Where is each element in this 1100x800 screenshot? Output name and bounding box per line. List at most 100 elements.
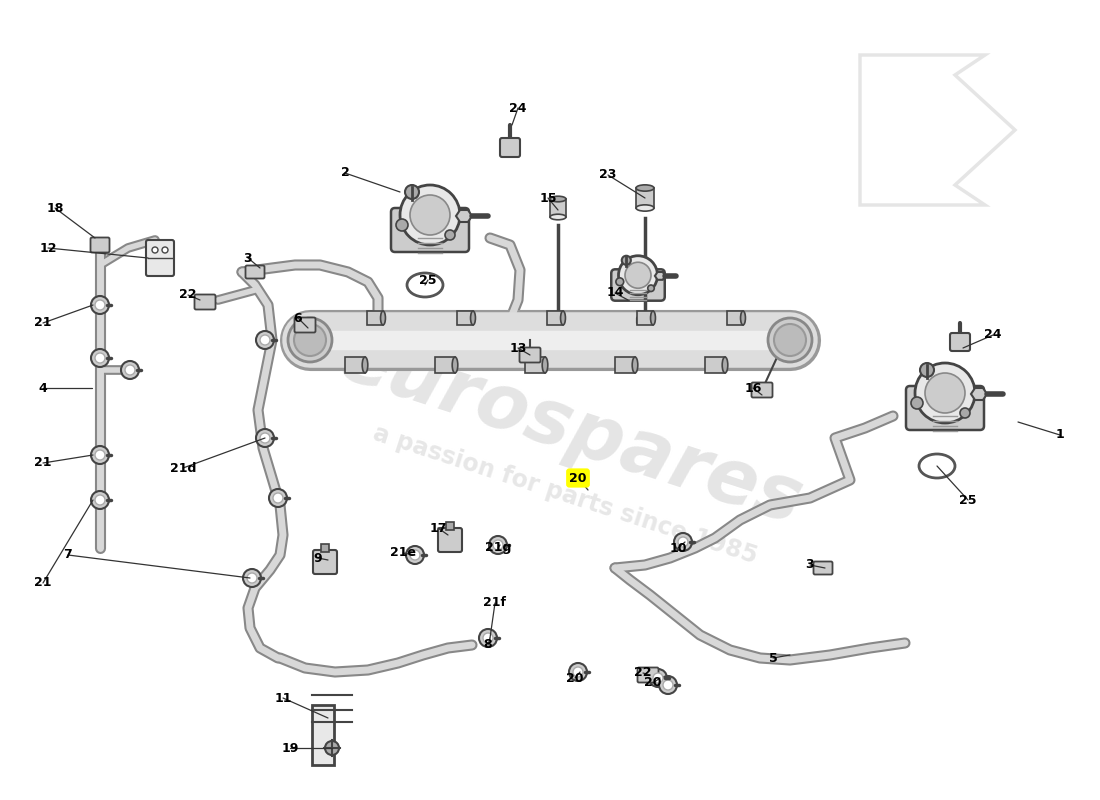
FancyBboxPatch shape [90, 238, 110, 253]
Circle shape [95, 495, 104, 505]
Circle shape [91, 446, 109, 464]
Text: 8: 8 [484, 638, 493, 651]
Circle shape [256, 429, 274, 447]
Circle shape [162, 247, 168, 253]
FancyBboxPatch shape [612, 270, 664, 301]
Bar [550, 199, 566, 217]
Polygon shape [654, 272, 666, 280]
Circle shape [649, 669, 667, 687]
Text: 14: 14 [606, 286, 624, 299]
Bar [446, 522, 454, 530]
Text: 21g: 21g [485, 542, 512, 554]
Circle shape [95, 353, 104, 363]
Text: 16: 16 [745, 382, 761, 394]
FancyBboxPatch shape [146, 240, 174, 276]
Circle shape [621, 256, 630, 265]
Circle shape [663, 680, 673, 690]
Circle shape [483, 633, 493, 643]
FancyBboxPatch shape [195, 294, 216, 310]
Text: 3: 3 [244, 251, 252, 265]
FancyBboxPatch shape [751, 382, 772, 398]
Text: 15: 15 [539, 191, 557, 205]
Circle shape [91, 296, 109, 314]
Text: 21: 21 [34, 457, 52, 470]
Bar [345, 357, 365, 373]
Text: 10: 10 [669, 542, 686, 554]
Circle shape [95, 450, 104, 460]
Ellipse shape [561, 311, 565, 325]
Circle shape [405, 185, 419, 199]
Circle shape [478, 629, 497, 647]
Bar [637, 311, 653, 325]
Circle shape [248, 573, 257, 583]
Text: 19: 19 [282, 742, 299, 754]
Ellipse shape [650, 311, 656, 325]
Ellipse shape [550, 214, 566, 220]
Circle shape [400, 185, 460, 245]
Circle shape [288, 318, 332, 362]
Text: 22: 22 [635, 666, 651, 679]
Text: 12: 12 [40, 242, 57, 254]
FancyBboxPatch shape [312, 705, 334, 765]
FancyBboxPatch shape [314, 550, 337, 574]
Text: 2: 2 [341, 166, 350, 179]
FancyBboxPatch shape [638, 667, 659, 682]
Circle shape [260, 433, 270, 443]
Circle shape [648, 285, 654, 291]
Circle shape [569, 663, 587, 681]
Circle shape [915, 363, 975, 423]
Circle shape [396, 219, 408, 231]
Circle shape [152, 247, 158, 253]
Circle shape [243, 569, 261, 587]
Circle shape [446, 230, 455, 240]
Circle shape [659, 676, 676, 694]
Text: a passion for parts since 1985: a passion for parts since 1985 [370, 422, 760, 569]
FancyBboxPatch shape [906, 386, 984, 430]
Text: 5: 5 [769, 651, 778, 665]
Circle shape [490, 536, 507, 554]
Circle shape [410, 550, 420, 560]
Text: 1: 1 [1056, 429, 1065, 442]
Circle shape [653, 673, 663, 683]
Text: 24: 24 [984, 329, 1002, 342]
Circle shape [260, 335, 270, 345]
Circle shape [125, 365, 135, 375]
Circle shape [95, 300, 104, 310]
Bar [615, 357, 635, 373]
Ellipse shape [362, 357, 367, 373]
Text: 24: 24 [509, 102, 527, 114]
Ellipse shape [471, 311, 475, 325]
FancyBboxPatch shape [519, 347, 540, 362]
FancyBboxPatch shape [814, 562, 833, 574]
Circle shape [91, 491, 109, 509]
Circle shape [91, 349, 109, 367]
Text: 3: 3 [805, 558, 814, 571]
Bar [727, 311, 742, 325]
Text: 22: 22 [179, 289, 197, 302]
FancyBboxPatch shape [500, 138, 520, 157]
Circle shape [925, 373, 965, 413]
Circle shape [674, 533, 692, 551]
Text: 20: 20 [570, 471, 586, 485]
Text: 21d: 21d [169, 462, 196, 474]
Circle shape [410, 195, 450, 235]
Circle shape [960, 408, 970, 418]
Circle shape [270, 489, 287, 507]
FancyBboxPatch shape [295, 318, 316, 333]
Circle shape [920, 363, 934, 377]
Text: 4: 4 [39, 382, 47, 394]
FancyBboxPatch shape [950, 333, 970, 351]
Circle shape [493, 540, 503, 550]
Text: 25: 25 [419, 274, 437, 286]
Bar [547, 311, 563, 325]
Text: 23: 23 [600, 169, 617, 182]
Circle shape [573, 667, 583, 677]
Circle shape [256, 331, 274, 349]
Text: 6: 6 [294, 311, 302, 325]
Ellipse shape [636, 185, 654, 191]
Text: 9: 9 [314, 551, 322, 565]
Ellipse shape [381, 311, 385, 325]
Circle shape [774, 324, 806, 356]
Text: 13: 13 [509, 342, 527, 354]
Ellipse shape [550, 196, 566, 202]
